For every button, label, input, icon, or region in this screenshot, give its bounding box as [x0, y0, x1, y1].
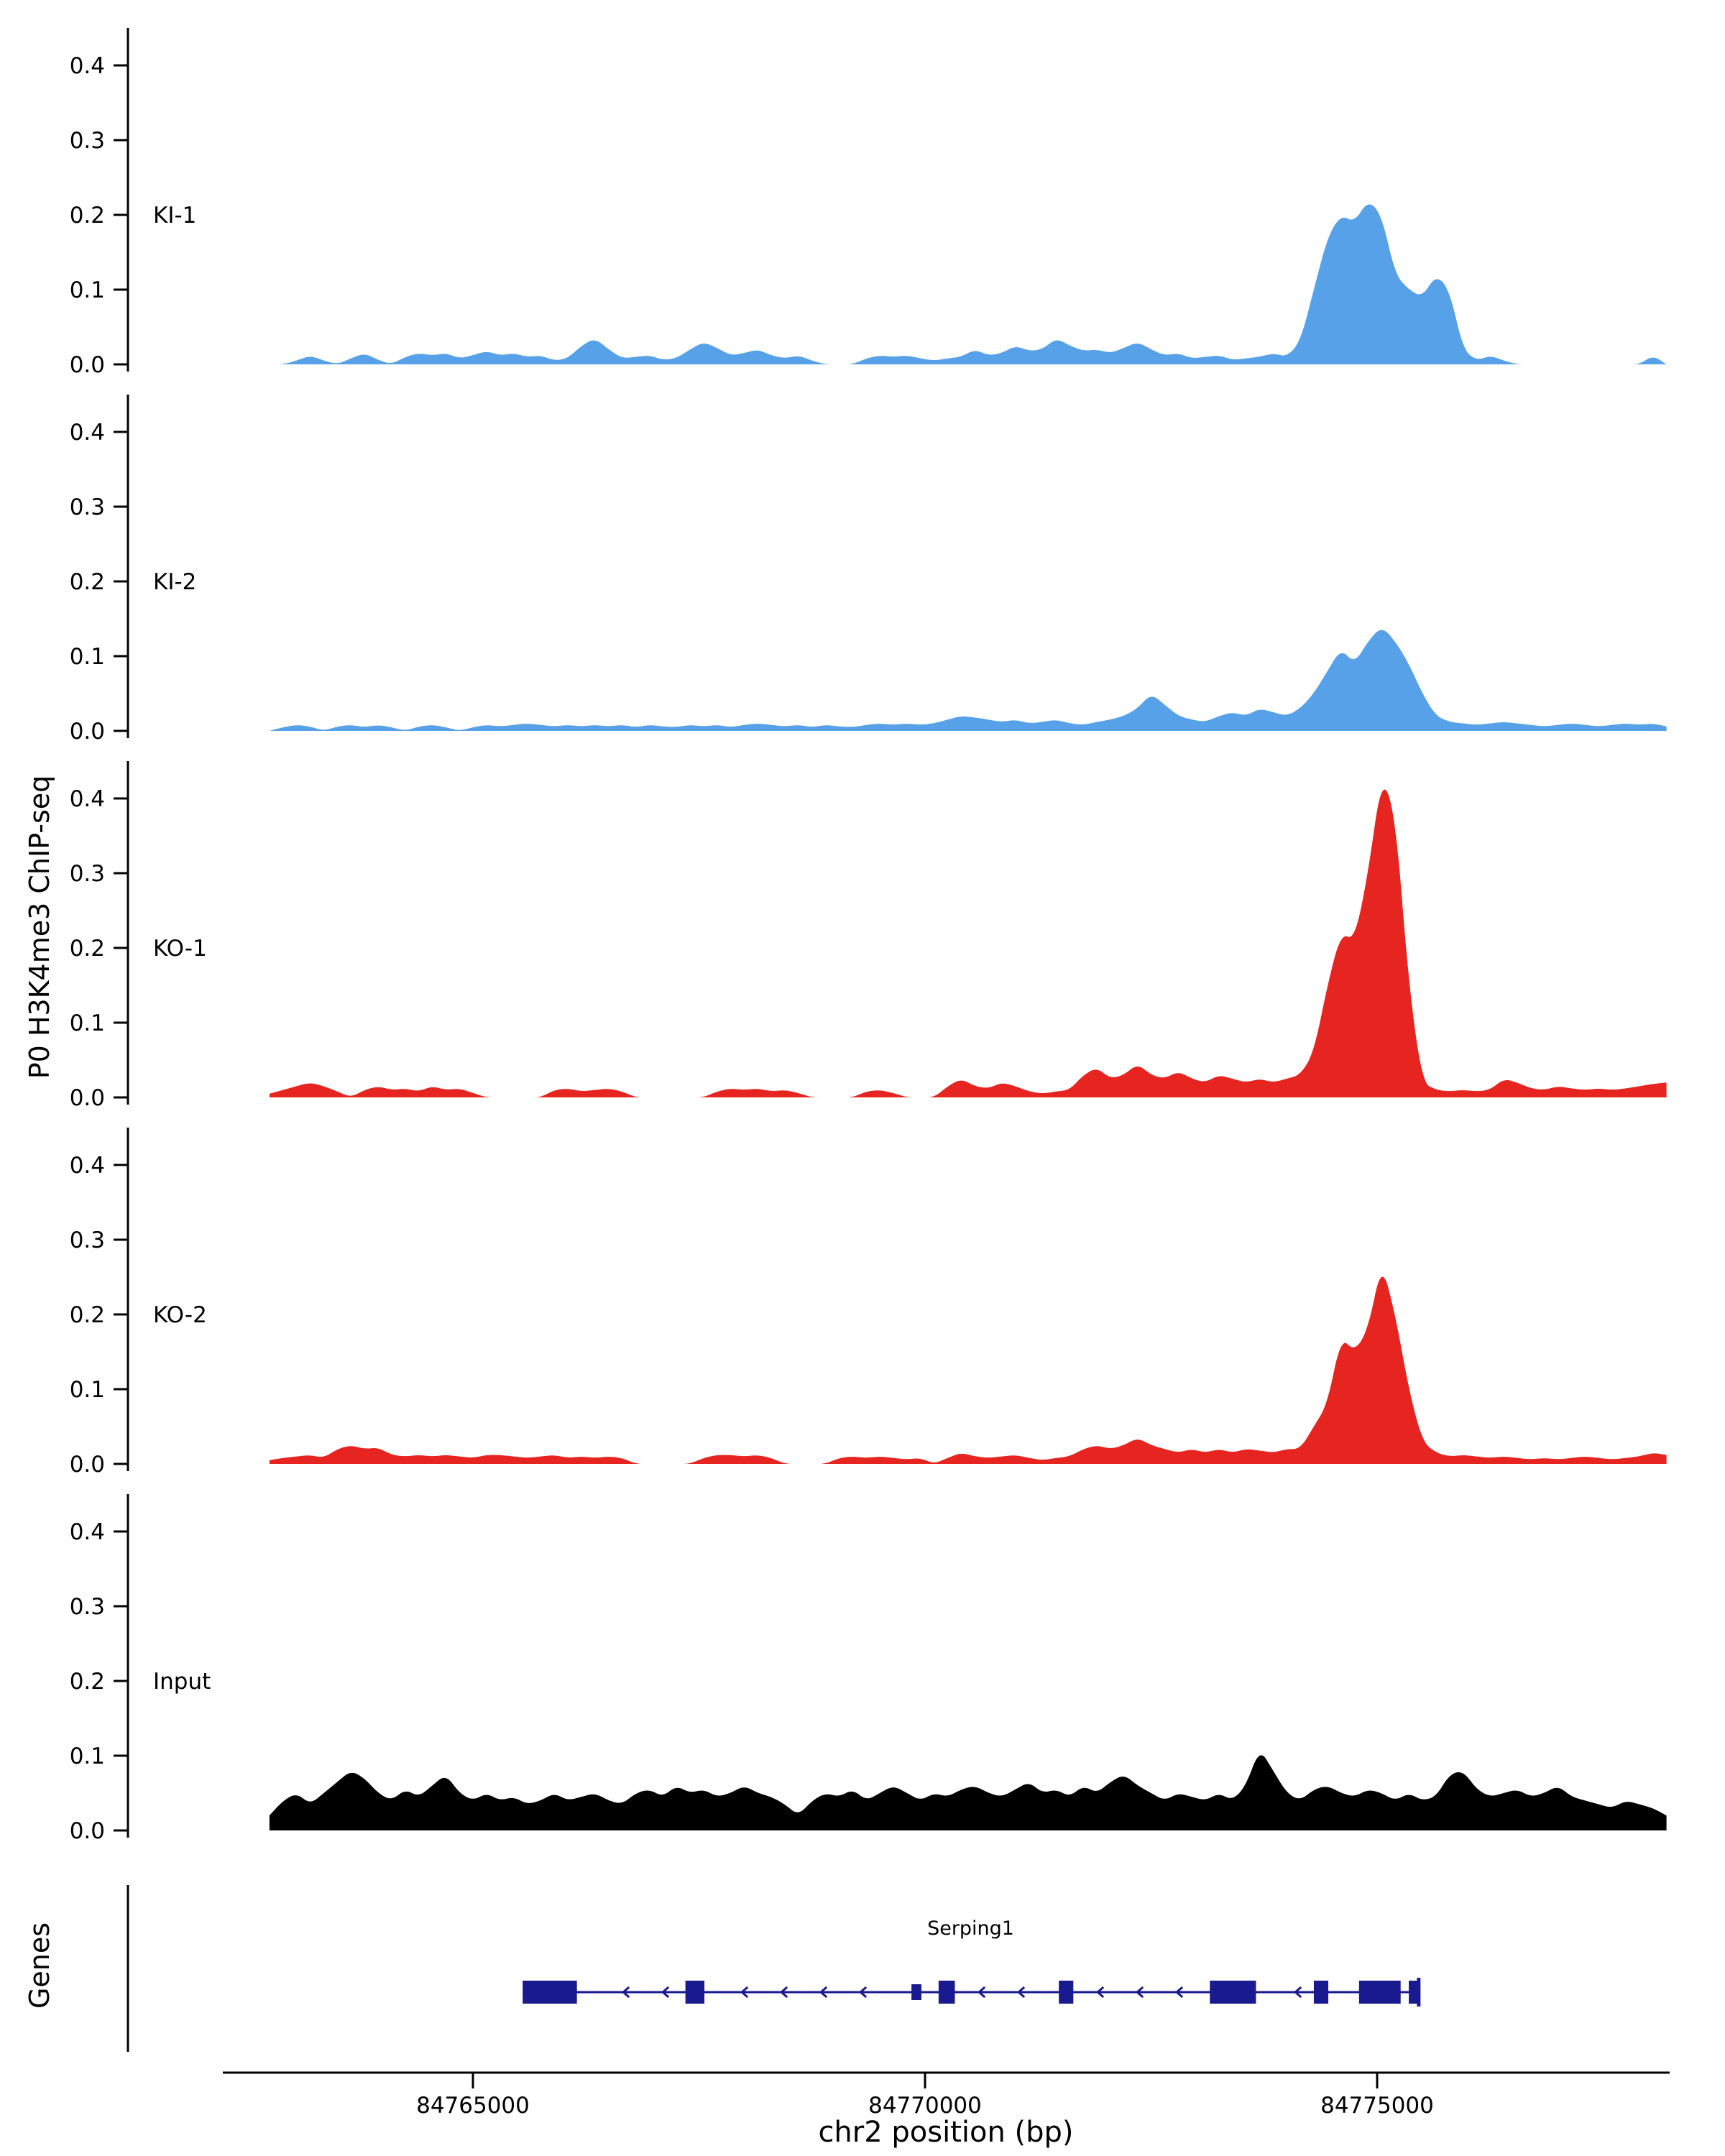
y-tick-label: 0.4	[70, 786, 105, 812]
x-tick-label: 84765000	[416, 2093, 530, 2119]
y-tick-label: 0.0	[70, 1452, 105, 1478]
gene-exon	[938, 1981, 955, 2004]
gene-exon	[1313, 1981, 1329, 2004]
y-tick-label: 0.3	[70, 1594, 105, 1620]
y-tick-label: 0.0	[70, 1818, 105, 1844]
strand-arrow	[977, 1986, 986, 1999]
track-label: KI-2	[153, 569, 196, 595]
y-tick-label: 0.4	[70, 1519, 105, 1545]
y-tick-label: 0.2	[70, 203, 105, 229]
strand-arrow	[1293, 1986, 1302, 1999]
signal-area-input	[269, 1755, 1667, 1830]
y-tick-label: 0.0	[70, 719, 105, 745]
gene-exon	[1210, 1981, 1256, 2004]
gene-exon	[685, 1981, 705, 2004]
signal-area-ko-1	[269, 789, 1667, 1097]
genes-axis-label: Genes	[24, 1922, 55, 2009]
gene-exon	[1358, 1981, 1401, 2004]
strand-arrow	[1135, 1986, 1144, 1999]
strand-arrow	[858, 1986, 868, 1999]
strand-arrow	[819, 1986, 828, 1999]
track-label: Input	[153, 1669, 211, 1695]
x-axis-title: chr2 position (bp)	[818, 2116, 1074, 2149]
strand-arrow	[1095, 1986, 1105, 1999]
x-tick-label: 84775000	[1320, 2093, 1434, 2119]
y-tick-label: 0.2	[70, 569, 105, 595]
gene-name-label: Serping1	[927, 1917, 1014, 1940]
track-label: KO-1	[153, 936, 207, 962]
track-label: KO-2	[153, 1302, 207, 1328]
y-tick-label: 0.2	[70, 936, 105, 962]
strand-arrow	[779, 1986, 788, 1999]
y-tick-label: 0.1	[70, 644, 105, 670]
gene-exon	[1409, 1981, 1419, 2004]
track-label: KI-1	[153, 203, 196, 229]
y-tick-label: 0.1	[70, 1010, 105, 1036]
y-tick-label: 0.0	[70, 352, 105, 378]
y-tick-label: 0.3	[70, 861, 105, 887]
y-tick-label: 0.4	[70, 420, 105, 446]
y-tick-label: 0.2	[70, 1669, 105, 1695]
strand-arrow	[621, 1986, 630, 1999]
gene-exon	[1059, 1981, 1074, 2004]
y-tick-label: 0.4	[70, 53, 105, 79]
strand-arrow	[661, 1986, 670, 1999]
y-tick-label: 0.3	[70, 1227, 105, 1253]
gene-exon	[911, 1984, 921, 2000]
x-tick-label: 84770000	[868, 2093, 982, 2119]
strand-arrow	[1016, 1986, 1026, 1999]
y-axis-label: P0 H3K4me3 ChIP-seq	[24, 775, 55, 1079]
y-tick-label: 0.4	[70, 1153, 105, 1179]
gene-exon	[523, 1981, 577, 2004]
strand-arrow	[1174, 1986, 1184, 1999]
y-tick-label: 0.3	[70, 494, 105, 520]
signal-area-ki-1	[269, 204, 1667, 364]
y-tick-label: 0.1	[70, 1743, 105, 1769]
signal-area-ko-2	[269, 1276, 1667, 1464]
signal-area-ki-2	[269, 630, 1667, 731]
y-tick-label: 0.3	[70, 128, 105, 154]
y-tick-label: 0.0	[70, 1085, 105, 1111]
y-tick-label: 0.1	[70, 1377, 105, 1403]
strand-arrow	[740, 1986, 749, 1999]
y-tick-label: 0.2	[70, 1302, 105, 1328]
y-tick-label: 0.1	[70, 277, 105, 303]
